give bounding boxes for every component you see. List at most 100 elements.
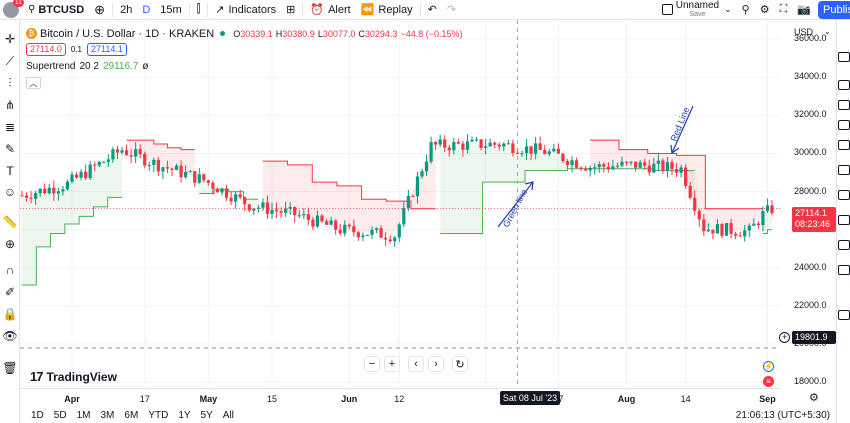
sell-price-button[interactable]: 27114.0 [26, 43, 66, 56]
candle-up [111, 149, 115, 160]
compare-button[interactable]: ⊕ [89, 0, 110, 20]
emoji-tool-icon[interactable]: ☺ [3, 185, 17, 199]
candle-up [465, 141, 470, 150]
watchlist-icon[interactable] [838, 52, 850, 62]
candle-up [261, 202, 265, 208]
layouts-button[interactable]: ⊞ [281, 0, 300, 20]
chevron-right-icon: › [434, 358, 438, 370]
fullscreen-button[interactable]: ⛶ [775, 0, 793, 20]
news-icon[interactable] [838, 165, 850, 175]
replay-button[interactable]: ⏪ Replay [356, 0, 418, 20]
buy-price-button[interactable]: 27114.1 [87, 43, 127, 56]
candle-up [315, 215, 320, 227]
range-1y[interactable]: 1Y [178, 409, 191, 421]
reset-chart-button[interactable]: ↻ [452, 356, 468, 372]
price-chart[interactable]: Green line Red Line [20, 20, 780, 388]
candle-down [556, 148, 560, 154]
ideas-icon[interactable] [838, 190, 850, 200]
supertrend-fill-down [590, 140, 763, 232]
alerts-panel-icon[interactable] [838, 80, 850, 90]
candle-down [543, 149, 547, 155]
chart-type-button[interactable]: ⫿ [192, 0, 206, 20]
help-icon[interactable] [838, 310, 850, 320]
tradingview-logo[interactable]: 17 TradingView [30, 369, 117, 384]
magnet-tool-icon[interactable]: ∩ [5, 263, 15, 277]
brush-tool-icon[interactable]: ✎ [4, 142, 16, 156]
notifications-icon[interactable] [838, 265, 850, 275]
candle-down [579, 167, 583, 169]
range-3m[interactable]: 3M [100, 409, 115, 421]
trash-icon[interactable]: 🗑 [2, 361, 18, 375]
us-flag-icon[interactable]: ≡ [763, 376, 774, 387]
user-avatar[interactable]: 11 [3, 0, 24, 18]
layout-name-button[interactable]: Unnamed Save ⌄ [657, 0, 737, 20]
text-tool-icon[interactable]: T [6, 164, 14, 178]
zoom-in-button[interactable]: + [384, 356, 400, 372]
range-1d[interactable]: 1D [31, 409, 44, 421]
lock-drawings-tool-icon[interactable]: ✐ [4, 285, 16, 299]
range-5d[interactable]: 5D [53, 409, 67, 421]
layout-title: Unnamed [675, 0, 720, 11]
quick-search-button[interactable]: ⚲ [737, 0, 755, 20]
candle-down [497, 144, 501, 147]
add-level-icon[interactable]: + [779, 332, 790, 343]
lock-icon[interactable]: 🔒 [2, 307, 18, 321]
fib-tool-icon[interactable]: ≣ [4, 120, 16, 134]
axis-settings-icon[interactable]: ⚙ [809, 392, 819, 404]
legend-indicator-row[interactable]: Supertrend 20 2 29116.7 ø [26, 59, 465, 74]
candle-down [143, 153, 147, 166]
candle-up [252, 208, 256, 211]
redo-button[interactable]: ↷ [442, 0, 461, 20]
interval-15m[interactable]: 15m [160, 3, 182, 16]
price-scale[interactable]: USD ⌄ 36000.0 34000.0 32000.0 30000.0 28000.… [779, 20, 836, 388]
range-ytd[interactable]: YTD [148, 409, 169, 421]
candle-down [388, 239, 392, 242]
candle-down [238, 194, 242, 198]
zoom-in-tool-icon[interactable]: ⊕ [4, 237, 16, 251]
data-window-icon[interactable] [838, 100, 850, 110]
candle-up [393, 237, 397, 242]
candle-up [397, 224, 401, 238]
undo-button[interactable]: ↶ [423, 0, 442, 20]
candle-up [588, 167, 592, 171]
alert-label: Alert [328, 3, 351, 16]
legend-title[interactable]: Bitcoin / U.S. Dollar · 1D · KRAKEN [40, 27, 215, 40]
scroll-right-button[interactable]: › [428, 356, 444, 372]
layout-checkbox[interactable] [661, 4, 673, 15]
interval-2h[interactable]: 2h [120, 3, 133, 16]
lightning-icon[interactable]: ⚡ [763, 361, 774, 372]
settings-button[interactable]: ⚙ [755, 0, 775, 20]
ruler-tool-icon[interactable]: 📏 [2, 215, 18, 229]
alert-button[interactable]: ⏰ Alert [305, 0, 355, 20]
range-6m[interactable]: 6M [124, 409, 139, 421]
eye-icon[interactable]: 👁 [2, 329, 18, 343]
trend-line-tool-icon[interactable]: ⟋ [5, 53, 15, 68]
chat-icon[interactable] [838, 215, 850, 225]
collapse-legend-button[interactable]: ︿ [26, 77, 41, 89]
pitchfork-tool-icon[interactable]: ⋔ [4, 98, 16, 112]
time-axis[interactable]: Apr17May15Jun1217Aug14Sep [20, 388, 780, 406]
hotlist-icon[interactable] [838, 120, 850, 130]
publish-button[interactable]: Publis [818, 1, 850, 19]
scroll-left-button[interactable]: ‹ [408, 356, 424, 372]
indicators-button[interactable]: ↗ Indicators [210, 0, 281, 20]
supertrend-fill-up [22, 149, 122, 286]
currency-label[interactable]: USD [794, 27, 814, 37]
indicators-label: Indicators [228, 3, 277, 16]
undo-icon: ↶ [427, 4, 437, 16]
horizontal-lines-tool-icon[interactable]: ⫶ [8, 75, 12, 90]
zoom-out-button[interactable]: − [364, 356, 380, 372]
streams-icon[interactable] [838, 240, 850, 250]
candle-up [474, 139, 479, 141]
range-all[interactable]: All [222, 409, 234, 421]
interval-1d[interactable]: D [142, 3, 151, 16]
clock[interactable]: 21:06:13 (UTC+5:30) [735, 409, 830, 421]
snapshot-button[interactable]: 📷 [792, 0, 816, 20]
calendar-icon[interactable] [838, 140, 850, 150]
range-5y[interactable]: 5Y [200, 409, 213, 421]
symbol-search[interactable]: ⚲ BTCUSD [23, 0, 89, 20]
range-1m[interactable]: 1M [76, 409, 91, 421]
countdown: 08:23:46 [795, 219, 831, 229]
candle-up [715, 224, 720, 234]
crosshair-tool-icon[interactable]: ✛ [4, 32, 16, 46]
